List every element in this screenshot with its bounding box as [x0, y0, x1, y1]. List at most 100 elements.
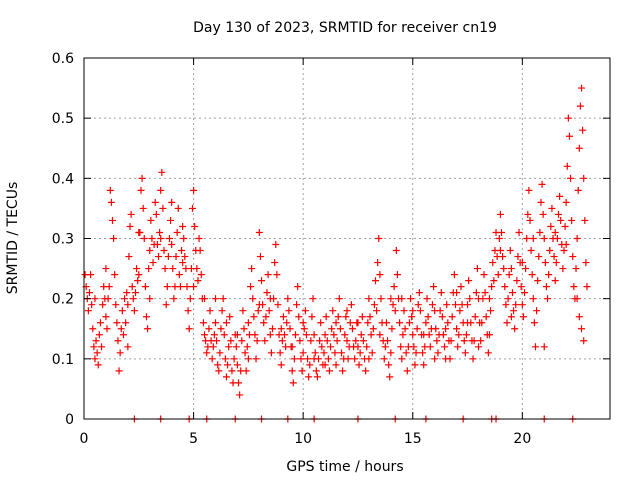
data-point: [496, 247, 504, 255]
data-point: [102, 313, 110, 321]
data-point: [411, 361, 419, 369]
data-point: [355, 361, 363, 369]
data-point: [91, 295, 99, 303]
data-point: [403, 367, 411, 375]
data-point: [122, 319, 130, 327]
data-point: [567, 174, 575, 182]
data-point: [115, 367, 123, 375]
x-tick-label: 0: [80, 431, 89, 447]
data-point: [173, 228, 181, 236]
data-point: [106, 186, 114, 194]
data-point: [481, 289, 489, 297]
data-point: [496, 210, 504, 218]
data-point: [501, 283, 509, 291]
data-point: [332, 361, 340, 369]
data-point: [480, 271, 488, 279]
data-point: [209, 343, 217, 351]
data-point: [419, 349, 427, 357]
data-point: [295, 313, 303, 321]
data-point: [93, 349, 101, 357]
data-point: [505, 271, 513, 279]
data-point: [441, 343, 449, 351]
data-point: [544, 295, 552, 303]
data-point: [264, 271, 272, 279]
data-point: [366, 313, 374, 321]
x-tick-label: 20: [513, 431, 531, 447]
data-point: [130, 307, 138, 315]
data-point: [370, 301, 378, 309]
data-point: [374, 259, 382, 267]
chart-title: Day 130 of 2023, SRMTID for receiver cn1…: [193, 20, 497, 36]
data-point: [199, 319, 207, 327]
data-point: [562, 241, 570, 249]
y-tick-label: 0.3: [52, 232, 74, 248]
data-point: [538, 180, 546, 188]
data-point: [123, 289, 131, 297]
data-point: [582, 259, 590, 267]
data-point: [563, 162, 571, 170]
data-point: [208, 355, 216, 363]
data-point: [117, 325, 125, 333]
data-point: [91, 355, 99, 363]
data-point: [300, 325, 308, 333]
data-point: [479, 295, 487, 303]
data-point: [139, 204, 147, 212]
data-point: [147, 216, 155, 224]
data-point: [132, 289, 140, 297]
data-point: [368, 349, 376, 357]
data-point: [521, 289, 529, 297]
data-point: [298, 367, 306, 375]
data-point: [149, 259, 157, 267]
data-point: [504, 295, 512, 303]
data-point: [583, 283, 591, 291]
data-point: [484, 349, 492, 357]
data-point: [528, 271, 536, 279]
data-point: [324, 355, 332, 363]
data-point: [385, 361, 393, 369]
data-point: [322, 313, 330, 321]
x-tick-label: 10: [294, 431, 312, 447]
data-point: [156, 228, 164, 236]
data-point: [442, 325, 450, 333]
data-point: [285, 307, 293, 315]
data-point: [535, 253, 543, 261]
data-point: [530, 319, 538, 327]
data-point: [507, 313, 515, 321]
data-point: [138, 174, 146, 182]
data-point: [546, 247, 554, 255]
data-point: [124, 301, 132, 309]
data-point: [338, 349, 346, 357]
data-point: [573, 235, 581, 242]
data-point: [85, 289, 93, 297]
data-point: [539, 210, 547, 218]
data-point: [576, 102, 584, 110]
data-point: [354, 343, 362, 351]
data-point: [194, 277, 202, 285]
data-point: [488, 283, 496, 291]
data-point: [398, 295, 406, 303]
data-point: [301, 307, 309, 315]
x-axis-label: GPS time / hours: [286, 459, 403, 475]
data-point: [380, 355, 388, 363]
data-point: [190, 186, 198, 194]
data-point: [517, 283, 525, 291]
data-point: [311, 349, 319, 357]
data-point: [438, 313, 446, 321]
data-point: [575, 313, 583, 321]
data-point: [464, 319, 472, 327]
y-tick-label: 0.1: [52, 352, 74, 368]
data-point: [401, 325, 409, 333]
data-point: [180, 235, 188, 242]
data-point: [508, 289, 516, 297]
data-point: [428, 301, 436, 309]
data-point: [316, 337, 324, 345]
axis-ticks: 0 0.1 0.2 0.3 0.4 0.5 0.6 0 5 10 15 20: [52, 51, 610, 447]
data-point: [519, 313, 527, 321]
data-point: [352, 337, 360, 345]
data-point: [495, 235, 503, 242]
data-point: [286, 325, 294, 333]
data-point: [531, 343, 539, 351]
data-point: [341, 331, 349, 339]
data-point: [471, 313, 479, 321]
data-point: [569, 253, 577, 261]
